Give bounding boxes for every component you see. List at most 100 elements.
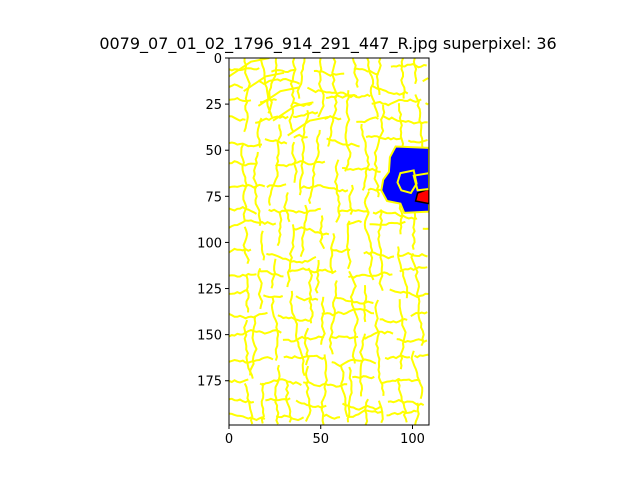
superpixel-boundary	[299, 204, 309, 258]
superpixel-boundary	[286, 224, 295, 288]
superpixel-boundary	[229, 67, 260, 72]
superpixel-boundary	[386, 409, 418, 417]
superpixel-boundary	[274, 364, 281, 425]
superpixel-boundary	[339, 364, 349, 417]
superpixel-boundary	[260, 230, 266, 261]
superpixel-boundary	[384, 354, 411, 360]
superpixel-boundary	[248, 315, 258, 379]
superpixel-boundary	[255, 115, 289, 124]
superpixel-boundary	[356, 116, 379, 124]
superpixel-boundary	[295, 295, 319, 302]
superpixel-boundary	[300, 184, 349, 193]
superpixel-boundary	[407, 138, 428, 144]
superpixel-boundary	[277, 314, 311, 322]
plot-area	[229, 58, 429, 425]
superpixel-boundary	[313, 69, 345, 77]
superpixel-boundary	[257, 267, 264, 310]
superpixel-boundary	[314, 259, 320, 294]
superpixel-boundary	[303, 327, 310, 366]
y-tick-label: 175	[197, 375, 222, 390]
superpixel-boundary	[326, 137, 360, 148]
superpixel-boundary	[330, 335, 359, 340]
superpixel-boundary	[328, 280, 338, 355]
superpixel-boundary	[263, 294, 284, 299]
superpixel-boundary	[365, 135, 403, 141]
superpixel-boundary	[229, 160, 257, 167]
superpixel-boundary	[344, 90, 352, 172]
superpixel-boundary	[293, 133, 308, 139]
superpixel-boundary	[414, 353, 429, 359]
superpixel-boundary	[327, 58, 339, 147]
superpixel-boundary	[275, 414, 305, 422]
superpixel-boundary	[346, 366, 353, 423]
x-tick-label: 50	[312, 432, 329, 447]
superpixel-boundary	[352, 375, 375, 380]
x-tick-label: 0	[225, 432, 233, 447]
superpixel-boundary	[258, 269, 284, 278]
superpixel-boundary	[272, 101, 314, 122]
x-tick-label: 100	[400, 432, 425, 447]
axes-frame	[228, 57, 430, 426]
superpixel-boundary	[292, 226, 330, 236]
superpixel-boundary	[229, 183, 266, 189]
superpixel-boundary	[259, 378, 302, 387]
superpixel-boundary	[347, 219, 362, 226]
y-axis: 0 25 50 75 100 125 150 175	[197, 52, 229, 390]
superpixel-boundary	[245, 275, 250, 313]
superpixel-boundary	[359, 333, 366, 397]
superpixel-boundary	[266, 252, 317, 264]
superpixel-boundary	[229, 58, 270, 78]
superpixel-boundary	[363, 191, 375, 281]
superpixel-boundary	[398, 299, 407, 370]
superpixel-boundary	[307, 129, 321, 205]
superpixel-boundary	[259, 58, 273, 118]
superpixel-boundary	[271, 68, 297, 74]
superpixel-boundary	[371, 84, 409, 96]
superpixel-boundary	[366, 58, 379, 118]
y-tick-label: 50	[205, 144, 222, 159]
superpixel-boundary	[257, 86, 299, 107]
superpixel-boundary	[425, 102, 429, 106]
superpixel-boundary	[242, 226, 250, 265]
y-tick-label: 25	[205, 98, 222, 113]
superpixel-boundary	[363, 398, 369, 425]
superpixel-boundary	[320, 354, 328, 425]
superpixel-boundary	[287, 116, 329, 137]
chart-title: 0079_07_01_02_1796_914_291_447_R.jpg sup…	[99, 34, 556, 54]
superpixel-boundary	[307, 267, 314, 324]
superpixel-boundary	[229, 378, 249, 384]
superpixel-boundary	[399, 266, 428, 273]
superpixel-boundary	[303, 381, 348, 388]
superpixel-boundary	[265, 397, 291, 402]
y-tick-label: 0	[214, 52, 222, 67]
superpixel-boundary	[410, 311, 428, 318]
superpixel-boundary	[330, 248, 351, 254]
superpixel-boundary	[372, 209, 418, 221]
superpixel-boundary	[331, 358, 377, 368]
y-tick-label: 75	[205, 190, 222, 205]
superpixel-boundary	[422, 77, 429, 83]
superpixel-boundary	[256, 117, 263, 148]
superpixel-boundary	[329, 233, 336, 275]
highlight-yellow-boundary	[412, 172, 429, 192]
superpixel-boundary	[342, 167, 381, 173]
superpixel-boundary	[229, 115, 246, 122]
superpixel-boundary	[317, 58, 325, 118]
superpixel-boundary	[229, 397, 255, 404]
superpixel-boundary	[229, 329, 282, 338]
superpixel-boundary	[345, 220, 352, 270]
superpixel-boundary	[390, 63, 427, 69]
superpixel-boundary	[229, 289, 249, 295]
superpixel-boundary	[260, 382, 265, 424]
superpixel-boundaries	[229, 58, 429, 425]
superpixel-boundary	[397, 377, 408, 423]
superpixel-boundary	[321, 307, 375, 317]
superpixel-boundary	[389, 288, 429, 299]
superpixel-boundary	[243, 319, 252, 376]
superpixel-boundary	[283, 354, 326, 360]
superpixel-boundary	[229, 311, 268, 320]
superpixel-boundary	[387, 398, 425, 407]
highlight-inner-boundary	[396, 169, 418, 195]
superpixel-boundary	[377, 209, 384, 292]
